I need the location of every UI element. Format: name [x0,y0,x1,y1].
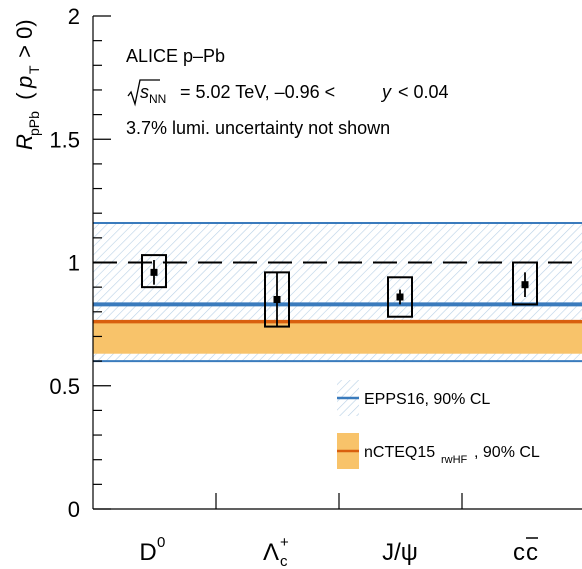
syst-box-0 [141,254,167,289]
x-category-labels: D 0 Λ +c J/ψ c c [139,534,538,569]
y-tick-label: 0 [68,497,80,522]
x-category-label-2: J/ψ [382,539,418,566]
svg-text:(: ( [12,92,37,106]
y-tick-label: 1.5 [49,127,80,152]
category-main: J/ψ [382,539,418,566]
annotation-lumi: 3.7% lumi. uncertainty not shown [126,118,390,138]
rapidity-y: y [380,82,392,102]
annotation-experiment: ALICE p–Pb [126,46,225,66]
ncteq15-band-fill [93,321,582,354]
category-sup: + [280,534,289,551]
sqrt-s: s [140,82,149,102]
svg-text:R: R [12,134,37,150]
data-points [141,254,538,328]
y-tick-label: 2 [68,4,80,29]
syst-box-2 [387,276,413,318]
data-point-1 [273,295,281,303]
legend-label-ncteq15-sub: rwHF [441,454,468,466]
legend-label-ncteq15-tail: , 90% CL [474,444,540,461]
x-ticks [215,493,463,509]
svg-text:pPb: pPb [26,111,42,136]
legend-label-epps16: EPPS16, 90% CL [364,391,490,408]
annotation-energy: s NN = 5.02 TeV, –0.96 < y < 0.04 [127,79,449,107]
legend-item-epps16: EPPS16, 90% CL [337,380,490,416]
legend: EPPS16, 90% CL nCTEQ15 rwHF , 90% CL [337,380,540,469]
rapidity-tail: < 0.04 [393,82,449,102]
y-tick-label: 1 [68,251,80,276]
y-tick-label: 0.5 [49,374,80,399]
svg-text:p: p [12,76,37,89]
legend-label-ncteq15: nCTEQ15 [364,444,435,461]
category-main: c [513,539,525,566]
svg-text:> 0): > 0) [12,19,37,64]
x-category-label-1: Λ + c [263,534,289,569]
category-sub: c [280,553,288,569]
category-main: D [139,539,156,566]
data-point-3 [521,281,529,289]
svg-text:T: T [26,65,42,74]
y-ticks: 0 0.5 1 1.5 2 [49,4,111,522]
y-axis-label: R pPb ( p T > 0) [12,19,42,150]
data-point-0 [150,268,158,276]
category-main: Λ [263,539,279,566]
energy-text: = 5.02 TeV, –0.96 < [175,82,340,102]
syst-box-3 [512,261,538,306]
category-anti: c [526,539,538,566]
sqrt-s-sub: NN [149,92,166,106]
data-point-2 [396,293,404,301]
model-bands [93,222,582,363]
legend-item-ncteq15: nCTEQ15 rwHF , 90% CL [337,433,540,469]
sqrt-symbol [127,79,160,107]
category-sup: 0 [157,534,165,551]
